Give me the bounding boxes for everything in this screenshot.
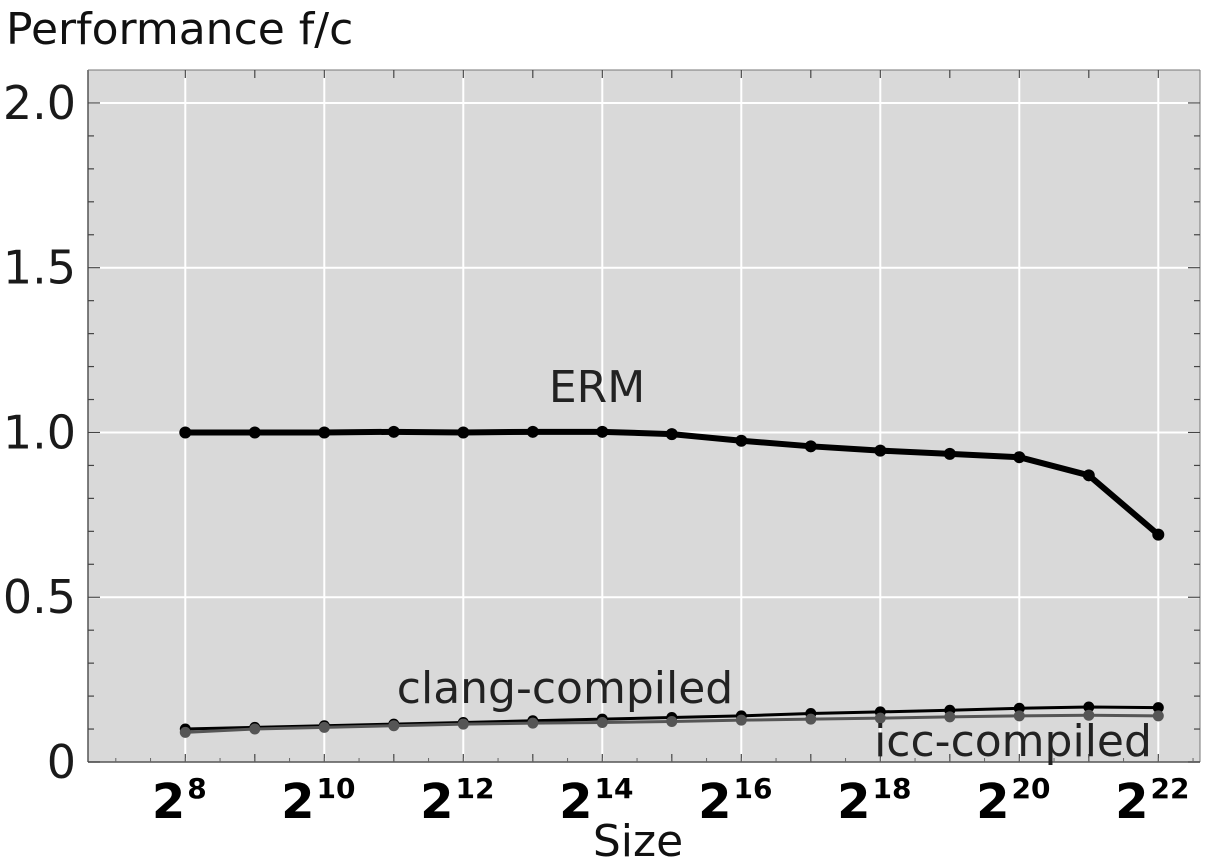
data-point	[457, 718, 469, 730]
x-tick-label: 28	[152, 772, 207, 830]
series-layer	[179, 425, 1165, 738]
series-label-clang: clang-compiled	[397, 663, 733, 714]
data-point	[179, 426, 192, 439]
data-point	[526, 425, 539, 438]
data-point	[735, 714, 747, 726]
data-point	[1013, 702, 1025, 714]
data-point	[388, 720, 400, 732]
data-point	[248, 426, 261, 439]
y-tick-label: 1.0	[3, 405, 76, 459]
data-point	[944, 711, 956, 723]
data-point	[735, 434, 748, 447]
data-point	[1152, 710, 1164, 722]
data-point	[874, 444, 887, 457]
data-point	[179, 726, 191, 738]
data-point	[457, 426, 470, 439]
series-label-icc: icc-compiled	[874, 716, 1152, 767]
y-tick-label: 1.5	[3, 241, 76, 295]
axis-frame	[87, 69, 1201, 763]
data-point	[874, 712, 886, 724]
plot-area	[88, 70, 1200, 762]
data-point	[387, 425, 400, 438]
x-tick-label: 222	[1115, 772, 1189, 830]
x-tick-label: 216	[698, 772, 772, 830]
data-point	[318, 426, 331, 439]
y-tick-label: 2.0	[3, 76, 76, 130]
data-point	[805, 713, 817, 725]
data-point	[1083, 709, 1095, 721]
x-tick-label: 212	[420, 772, 494, 830]
data-point	[1082, 469, 1095, 482]
chart-title: Performance f/c	[6, 4, 353, 55]
data-point	[596, 716, 608, 728]
data-point	[318, 721, 330, 733]
series-label-erm: ERM	[549, 362, 645, 413]
y-tick-label: 0.5	[3, 570, 76, 624]
data-point	[1083, 701, 1095, 713]
y-tick-label: 0	[47, 735, 76, 789]
y-axis: 2.0 1.5 1.0 0.5 0	[3, 76, 1200, 789]
x-tick-label: 210	[281, 772, 355, 830]
data-point	[804, 440, 817, 453]
data-point	[249, 723, 261, 735]
data-point	[1152, 528, 1165, 541]
x-tick-label: 218	[837, 772, 911, 830]
data-point	[943, 447, 956, 460]
data-point	[1013, 710, 1025, 722]
x-axis-title: Size	[593, 816, 683, 867]
data-point	[1013, 451, 1026, 464]
data-point	[1152, 702, 1164, 714]
x-tick-label: 220	[976, 772, 1050, 830]
data-point	[666, 715, 678, 727]
data-point	[596, 425, 609, 438]
data-point	[527, 717, 539, 729]
x-tick-label: 214	[559, 772, 633, 830]
data-point	[665, 428, 678, 441]
x-axis: 28 210 212 214 216 218 220 222	[115, 70, 1194, 830]
